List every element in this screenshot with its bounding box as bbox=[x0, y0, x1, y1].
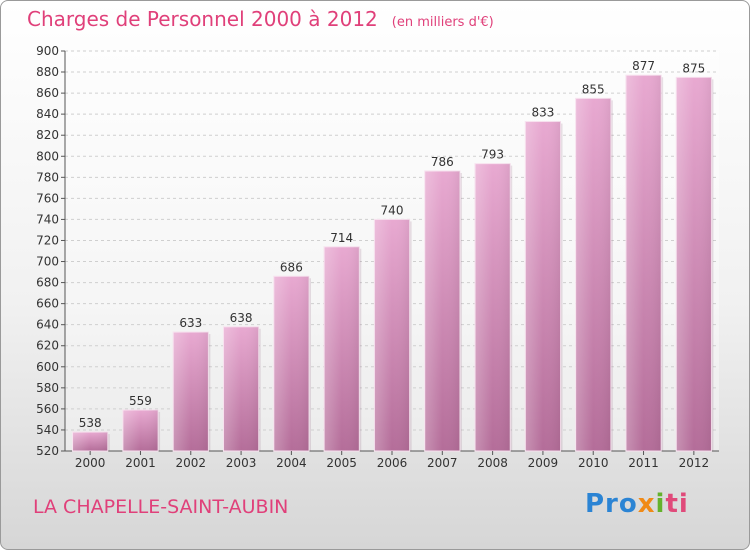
bar-value-label: 686 bbox=[280, 260, 303, 274]
chart-title-text: Charges de Personnel 2000 à 2012 bbox=[27, 7, 378, 31]
y-tick-label: 820 bbox=[36, 128, 59, 142]
bar-value-label: 638 bbox=[230, 311, 253, 325]
bar-value-label: 833 bbox=[531, 106, 554, 120]
bar-sheen bbox=[525, 121, 561, 452]
bar-sheen bbox=[575, 98, 611, 452]
commune-name: LA CHAPELLE-SAINT-AUBIN bbox=[33, 496, 289, 518]
proxiti-logo: Proxiti bbox=[585, 489, 689, 519]
logo-part-1: Pro bbox=[585, 489, 638, 519]
chart-subtitle: (en milliers d'€) bbox=[391, 15, 494, 30]
bar-value-label: 786 bbox=[431, 155, 454, 169]
x-tick-label: 2008 bbox=[477, 456, 508, 470]
x-tick-label: 2006 bbox=[377, 456, 408, 470]
x-tick-label: 2011 bbox=[628, 456, 659, 470]
bar-sheen bbox=[223, 326, 259, 451]
y-tick-label: 700 bbox=[36, 255, 59, 269]
bar-sheen bbox=[72, 432, 108, 451]
x-tick-label: 2010 bbox=[578, 456, 609, 470]
bar-value-label: 633 bbox=[179, 316, 202, 330]
bar-sheen bbox=[173, 332, 209, 451]
logo-part-4: ti bbox=[665, 489, 689, 519]
x-tick-label: 2009 bbox=[528, 456, 559, 470]
y-tick-label: 900 bbox=[36, 44, 59, 58]
bar-value-label: 714 bbox=[330, 231, 353, 245]
bar-value-label: 793 bbox=[481, 148, 504, 162]
y-tick-label: 520 bbox=[36, 444, 59, 458]
x-tick-label: 2004 bbox=[276, 456, 307, 470]
bar-value-label: 877 bbox=[632, 59, 655, 73]
logo-part-3: i bbox=[655, 489, 666, 519]
y-tick-label: 760 bbox=[36, 191, 59, 205]
x-tick-label: 2003 bbox=[226, 456, 257, 470]
y-tick-label: 560 bbox=[36, 402, 59, 416]
x-tick-label: 2007 bbox=[427, 456, 458, 470]
x-tick-label: 2005 bbox=[326, 456, 357, 470]
y-tick-label: 800 bbox=[36, 149, 59, 163]
y-tick-label: 580 bbox=[36, 381, 59, 395]
y-tick-label: 720 bbox=[36, 233, 59, 247]
bar-sheen bbox=[324, 246, 360, 451]
bar-value-label: 538 bbox=[79, 416, 102, 430]
y-tick-label: 660 bbox=[36, 297, 59, 311]
x-tick-label: 2002 bbox=[175, 456, 206, 470]
bar-value-label: 740 bbox=[381, 203, 404, 217]
y-tick-label: 620 bbox=[36, 339, 59, 353]
bar-sheen bbox=[625, 75, 662, 452]
y-tick-label: 740 bbox=[36, 212, 59, 226]
bar-sheen bbox=[424, 171, 460, 451]
y-tick-label: 840 bbox=[36, 107, 59, 121]
bar-value-label: 559 bbox=[129, 394, 152, 408]
bar-sheen bbox=[273, 276, 309, 451]
bar-value-label: 875 bbox=[682, 61, 705, 75]
bar-sheen bbox=[475, 163, 511, 451]
y-tick-label: 780 bbox=[36, 170, 59, 184]
y-tick-label: 540 bbox=[36, 423, 59, 437]
y-tick-label: 600 bbox=[36, 360, 59, 374]
bar-sheen bbox=[122, 409, 159, 451]
chart-title: Charges de Personnel 2000 à 2012 (en mill… bbox=[27, 7, 494, 31]
logo-part-2: x bbox=[637, 489, 656, 519]
bar-value-label: 855 bbox=[582, 82, 605, 96]
bar-sheen bbox=[676, 77, 712, 451]
x-tick-label: 2000 bbox=[75, 456, 106, 470]
y-tick-label: 860 bbox=[36, 86, 59, 100]
y-tick-label: 680 bbox=[36, 276, 59, 290]
x-tick-label: 2012 bbox=[679, 456, 710, 470]
y-tick-label: 880 bbox=[36, 65, 59, 79]
x-tick-label: 2001 bbox=[125, 456, 156, 470]
bar-sheen bbox=[374, 219, 410, 451]
y-tick-label: 640 bbox=[36, 318, 59, 332]
